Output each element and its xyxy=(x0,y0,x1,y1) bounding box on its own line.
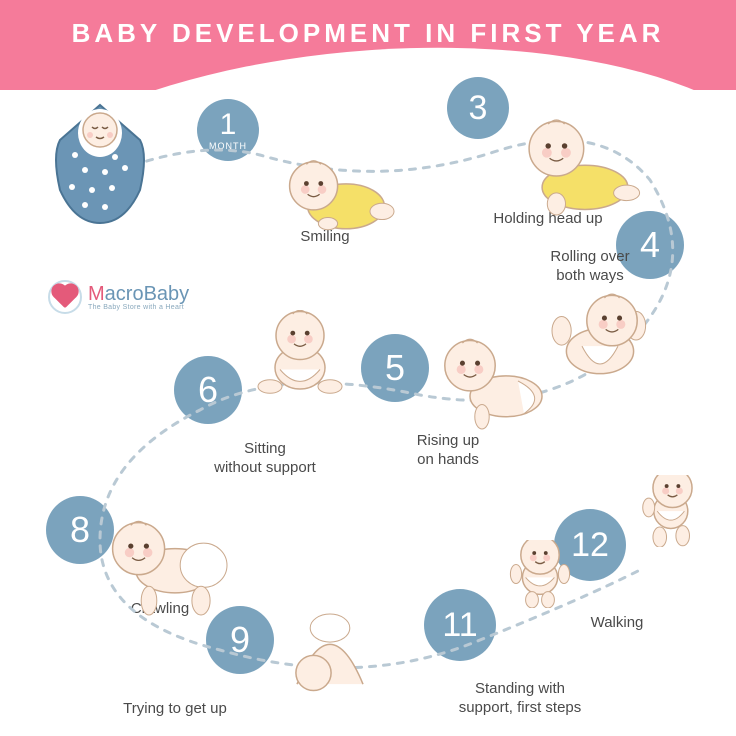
baby-getting-up xyxy=(275,600,385,699)
baby-rising xyxy=(440,330,560,437)
logo-icon xyxy=(48,280,82,314)
page-title: BABY DEVELOPMENT IN FIRST YEAR xyxy=(0,18,736,49)
baby-newborn-swaddled xyxy=(50,95,150,225)
baby-crawling xyxy=(110,510,240,626)
logo-initial: M xyxy=(88,283,105,305)
baby-sitting xyxy=(250,310,350,400)
baby-head-up xyxy=(520,110,650,226)
logo-tagline: The Baby Store with a Heart xyxy=(88,304,189,311)
baby-walking xyxy=(630,475,715,552)
baby-standing xyxy=(500,540,580,613)
brand-logo: MacroBaby The Baby Store with a Heart xyxy=(48,280,189,314)
logo-rest: acroBaby xyxy=(105,283,190,305)
baby-smiling xyxy=(280,140,400,247)
